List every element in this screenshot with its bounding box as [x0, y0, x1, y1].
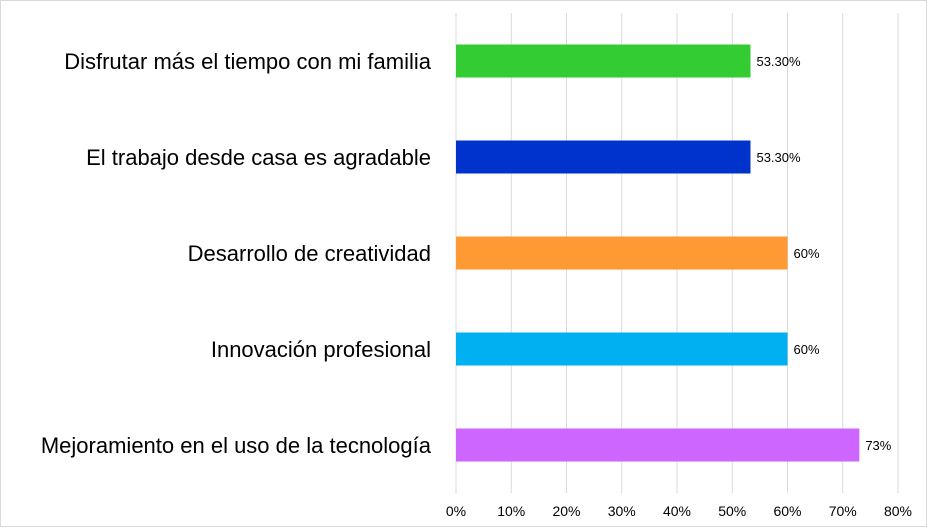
labels: 0% 10% 20% 30% 40% 50% 60% 70% 80% Disfrutar más … — [41, 49, 912, 519]
data-label: 60% — [794, 342, 820, 357]
category-label: Mejoramiento en el uso de la tecnología — [41, 433, 432, 458]
category-label: El trabajo desde casa es agradable — [86, 145, 431, 170]
x-tick-label: 20% — [552, 503, 580, 519]
category-label: Innovación profesional — [211, 337, 431, 362]
bar — [456, 44, 751, 78]
bar — [456, 140, 751, 174]
bar — [456, 236, 788, 270]
x-tick-label: 30% — [608, 503, 636, 519]
category-label: Desarrollo de creatividad — [188, 241, 431, 266]
data-label: 53.30% — [756, 54, 801, 69]
x-tick-label: 10% — [497, 503, 525, 519]
x-tick-label: 70% — [829, 503, 857, 519]
x-tick-label: 50% — [718, 503, 746, 519]
data-label: 53.30% — [756, 150, 801, 165]
x-tick-label: 0% — [446, 503, 466, 519]
bars — [456, 44, 860, 462]
x-tick-label: 80% — [884, 503, 912, 519]
category-label: Disfrutar más el tiempo con mi familia — [64, 49, 432, 74]
bar — [456, 332, 788, 366]
data-label: 73% — [865, 438, 891, 453]
bar — [456, 428, 860, 462]
x-tick-label: 60% — [773, 503, 801, 519]
data-label: 60% — [794, 246, 820, 261]
x-tick-label: 40% — [663, 503, 691, 519]
